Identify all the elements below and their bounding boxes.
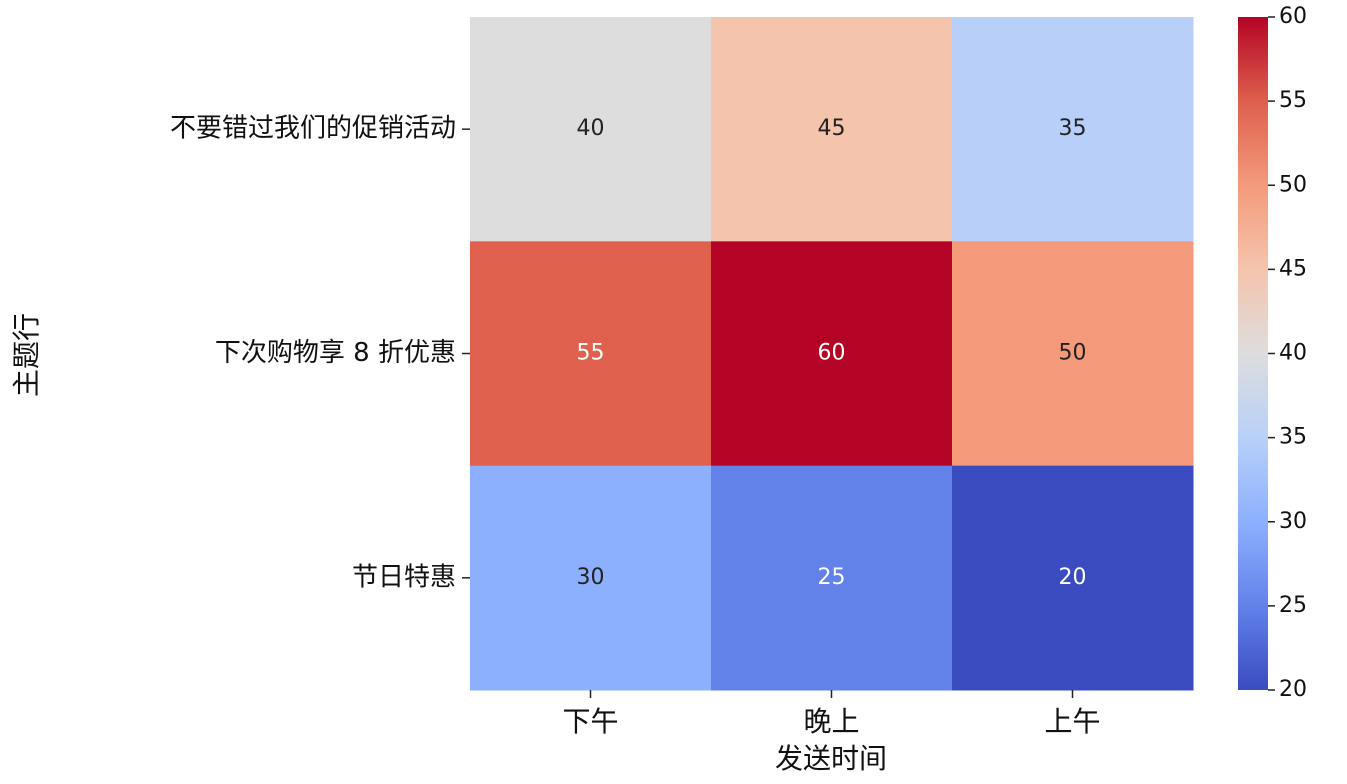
heatmap-cell: [470, 465, 712, 691]
heatmap-cell: [952, 241, 1194, 467]
cell-label: 60: [818, 341, 846, 366]
heatmap-cell: [952, 465, 1194, 691]
cell-label: 55: [577, 341, 605, 366]
y-tick-label: 节日特惠: [352, 562, 456, 592]
colorbar-tick-label: 45: [1279, 256, 1307, 281]
y-tick-label: 下次购物享 8 折优惠: [215, 338, 456, 368]
x-axis-label: 发送时间: [775, 742, 887, 775]
cell-label: 35: [1059, 116, 1087, 141]
colorbar-tick-label: 35: [1279, 425, 1307, 450]
heatmap-cell: [470, 241, 712, 467]
heatmap-cell: [711, 17, 953, 242]
heatmap-cell: [711, 465, 953, 691]
colorbar-tick-label: 30: [1279, 509, 1307, 534]
x-tick-label: 下午: [562, 705, 618, 738]
colorbar-tick-label: 25: [1279, 593, 1307, 618]
colorbar-tick-label: 50: [1279, 172, 1307, 197]
colorbar-tick-label: 55: [1279, 88, 1307, 113]
cell-label: 25: [818, 565, 846, 590]
x-tick-label: 上午: [1044, 705, 1100, 738]
y-axis-label: 主题行: [10, 313, 43, 397]
heatmap-cell: [952, 17, 1194, 242]
colorbar-tick-label: 20: [1279, 677, 1307, 702]
heatmap-cell: [711, 241, 953, 467]
cell-label: 45: [818, 116, 846, 141]
colorbar-tick-label: 40: [1279, 341, 1307, 366]
cell-label: 20: [1059, 565, 1087, 590]
cell-label: 30: [577, 565, 605, 590]
colorbar: [1238, 17, 1268, 690]
colorbar-tick-label: 60: [1279, 4, 1307, 29]
y-tick-label: 不要错过我们的促销活动: [170, 114, 456, 144]
cell-label: 50: [1059, 341, 1087, 366]
x-tick-label: 晚上: [803, 705, 859, 738]
heatmap-cell: [470, 17, 712, 242]
cell-label: 40: [577, 116, 605, 141]
